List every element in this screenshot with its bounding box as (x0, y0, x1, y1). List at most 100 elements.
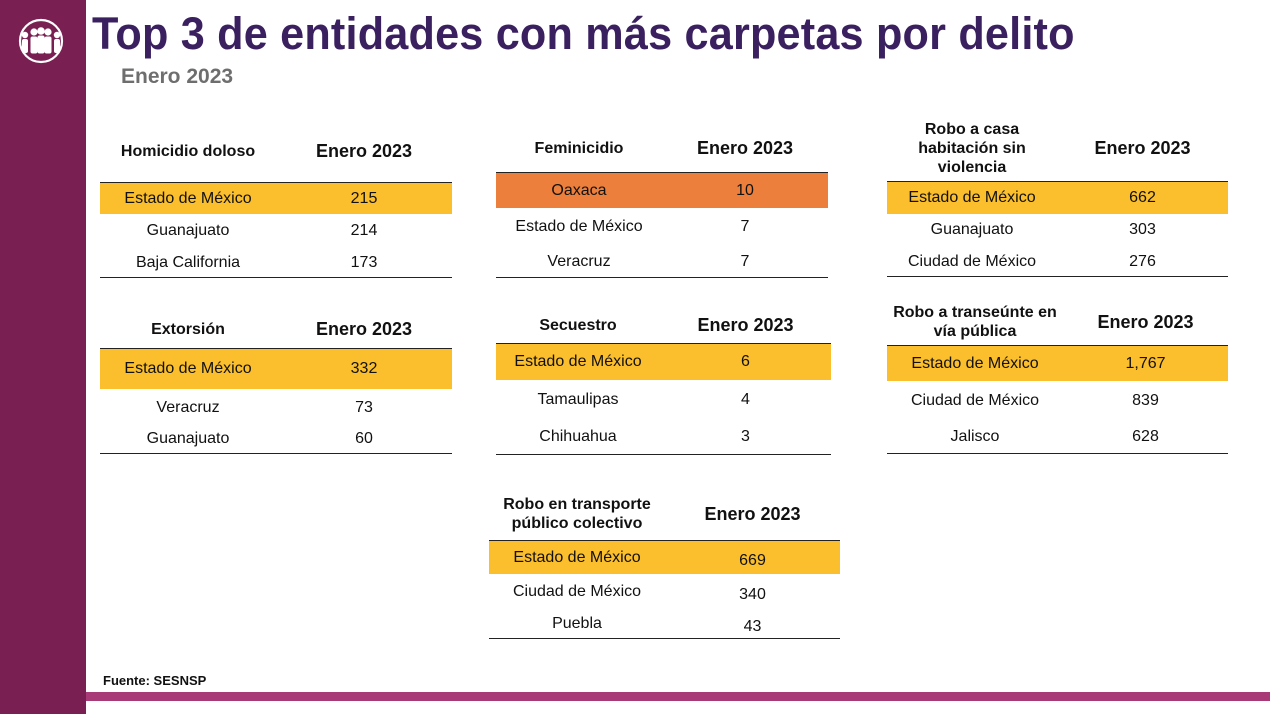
crime-name: Feminicidio (534, 140, 624, 157)
entity-name: Veracruz (156, 399, 220, 416)
table-robo-casa: Robo a casa habitación sin violencia Ene… (887, 115, 1228, 277)
entity-value: 4 (741, 391, 750, 408)
entity-name: Estado de México (514, 353, 642, 370)
entity-name: Baja California (135, 253, 241, 271)
entity-value: 628 (1132, 428, 1159, 445)
table-header: Robo a casa habitación sin violencia Ene… (887, 115, 1228, 182)
entity-name: Puebla (552, 615, 602, 632)
table-row: Tamaulipas 4 (496, 382, 831, 418)
entity-name: Ciudad de México (910, 392, 1040, 409)
table-bottom-rule (489, 638, 840, 639)
table-row: Estado de México 662 (887, 182, 1228, 214)
table-row: Ciudad de México 276 (887, 246, 1228, 277)
period-label: Enero 2023 (315, 140, 413, 161)
table-bottom-rule (496, 277, 828, 278)
table-row: Guanajuato 303 (887, 214, 1228, 246)
table-row: Oaxaca 10 (496, 173, 828, 208)
period-label: Enero 2023 (704, 503, 801, 524)
table-header: Robo en transporte público colectivo Ene… (489, 488, 840, 541)
entity-value: 669 (739, 551, 766, 569)
table-row: Estado de México 215 (100, 183, 452, 214)
period-label: Enero 2023 (315, 318, 413, 339)
source-note: Fuente: SESNSP (103, 673, 207, 688)
crime-name: Extorsión (151, 320, 225, 338)
people-group-icon (18, 18, 64, 64)
table-row: Estado de México 7 (496, 209, 828, 244)
entity-value: 303 (1129, 221, 1156, 238)
entity-value: 662 (1129, 189, 1156, 206)
table-header: Feminicidio Enero 2023 (496, 125, 828, 173)
entity-name: Tamaulipas (537, 391, 619, 408)
entity-name: Veracruz (547, 252, 611, 270)
table-header: Extorsión Enero 2023 (100, 310, 452, 349)
table-row: Veracruz 73 (100, 392, 452, 424)
entity-name: Estado de México (124, 360, 252, 377)
entity-value: 73 (355, 399, 373, 416)
table-row: Estado de México 6 (496, 344, 831, 380)
table-row: Ciudad de México 340 (489, 576, 840, 608)
table-bottom-rule (100, 453, 452, 454)
crime-name: Robo a transeúnte en vía pública (893, 304, 1057, 340)
entity-name: Estado de México (911, 354, 1039, 372)
table-header: Homicidio doloso Enero 2023 (100, 120, 452, 183)
entity-value: 214 (350, 221, 378, 239)
entity-name: Ciudad de México (907, 252, 1037, 270)
table-bottom-rule (887, 276, 1228, 277)
table-row: Guanajuato 214 (100, 215, 452, 246)
table-bottom-rule (887, 453, 1228, 454)
entity-value: 7 (740, 252, 750, 270)
entity-name: Guanajuato (146, 221, 230, 239)
table-robo-transeunte: Robo a transeúnte en vía pública Enero 2… (887, 299, 1228, 455)
period-label: Enero 2023 (1094, 137, 1191, 158)
entity-value: 3 (741, 428, 750, 445)
crime-name: Robo a casa habitación sin violencia (918, 120, 1026, 176)
table-homicidio-doloso: Homicidio doloso Enero 2023 Estado de Mé… (100, 120, 452, 280)
entity-value: 43 (743, 618, 762, 635)
table-bottom-rule (100, 277, 452, 278)
crime-name: Secuestro (539, 317, 617, 334)
table-header: Robo a transeúnte en vía pública Enero 2… (887, 299, 1228, 346)
crime-name: Homicidio doloso (120, 142, 256, 160)
entity-name: Chihuahua (539, 428, 617, 445)
entity-name: Ciudad de México (512, 583, 642, 600)
table-secuestro: Secuestro Enero 2023 Estado de México 6 … (496, 308, 831, 456)
entity-name: Estado de México (908, 189, 1036, 206)
entity-value: 173 (350, 253, 378, 271)
period-label: Enero 2023 (696, 138, 794, 158)
entity-name: Guanajuato (146, 430, 230, 447)
entity-value: 340 (739, 586, 766, 603)
table-row: Baja California 173 (100, 247, 452, 278)
entity-value: 6 (741, 353, 750, 370)
entity-value: 332 (350, 360, 378, 377)
entity-name: Guanajuato (930, 221, 1014, 238)
table-row: Estado de México 1,767 (887, 346, 1228, 381)
table-robo-transporte: Robo en transporte público colectivo Ene… (489, 488, 840, 640)
entity-value: 276 (1129, 252, 1156, 270)
entity-name: Estado de México (513, 548, 641, 566)
table-row: Jalisco 628 (887, 419, 1228, 455)
entity-name: Estado de México (515, 217, 643, 235)
table-bottom-rule (496, 454, 831, 455)
table-row: Guanajuato 60 (100, 424, 452, 454)
entity-name: Jalisco (950, 428, 1000, 445)
table-row: Chihuahua 3 (496, 419, 831, 455)
page-title: Top 3 de entidades con más carpetas por … (92, 8, 1075, 59)
entity-name: Estado de México (124, 189, 252, 207)
entity-value: 839 (1132, 392, 1159, 409)
entity-value: 10 (736, 181, 754, 199)
table-extorsion: Extorsión Enero 2023 Estado de México 33… (100, 310, 452, 456)
table-row: Veracruz 7 (496, 244, 828, 279)
table-row: Estado de México 332 (100, 349, 452, 389)
sidebar-band (0, 0, 86, 714)
table-row: Puebla 43 (489, 608, 840, 640)
entity-value: 60 (355, 430, 373, 447)
table-feminicidio: Feminicidio Enero 2023 Oaxaca 10 Estado … (496, 125, 828, 279)
period-label: Enero 2023 (697, 315, 794, 335)
entity-value: 1,767 (1125, 354, 1166, 372)
entity-value: 215 (350, 189, 378, 207)
crime-name: Robo en transporte público colectivo (503, 496, 651, 532)
page-subtitle: Enero 2023 (121, 65, 234, 88)
table-header: Secuestro Enero 2023 (496, 308, 831, 344)
bottom-accent-bar (86, 692, 1270, 701)
entity-name: Oaxaca (551, 181, 607, 199)
